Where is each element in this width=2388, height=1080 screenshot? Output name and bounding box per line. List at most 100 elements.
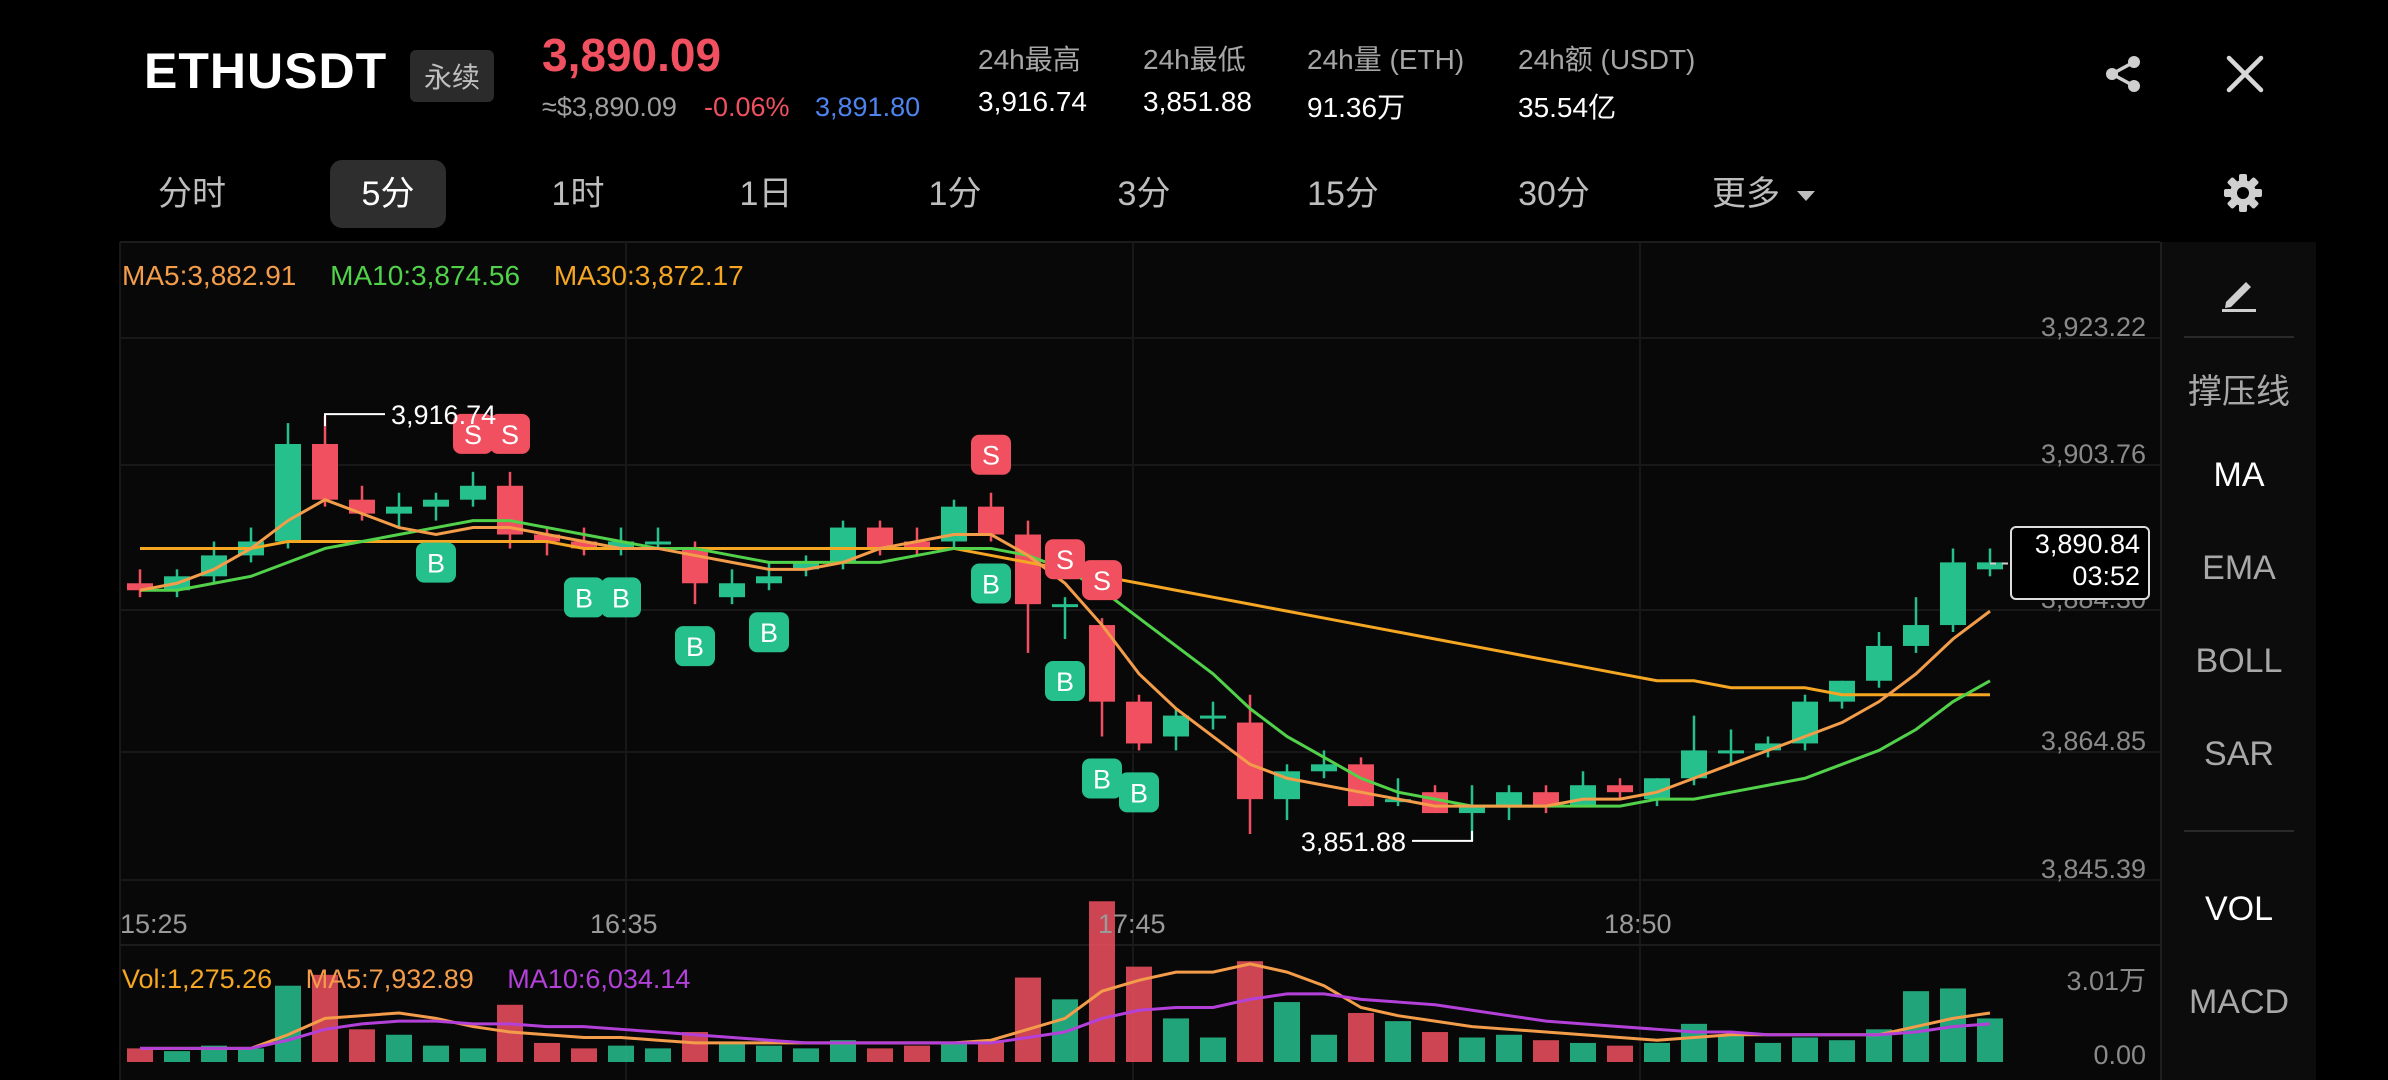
volume-bar [756, 1045, 782, 1062]
volume-bar [275, 985, 301, 1062]
tab-1h[interactable]: 1时 [551, 175, 605, 213]
tab-3min[interactable]: 3分 [1117, 175, 1171, 213]
volume-bar [1274, 1002, 1300, 1062]
divider [2184, 830, 2294, 832]
candle-body [275, 443, 301, 542]
candle-body [1866, 645, 1892, 681]
price-tick: 3,923.22 [2041, 312, 2146, 342]
side-item-ema[interactable]: EMA [2202, 549, 2276, 587]
volume-bar [1496, 1034, 1522, 1062]
volume-bar [460, 1048, 486, 1062]
buy-marker [749, 612, 789, 653]
indicator-side-panel: 撑压线 MA EMA BOLL SAR VOL MACD [2160, 242, 2316, 1080]
stat-label: 24h最低 [1143, 44, 1246, 75]
side-item-vol[interactable]: VOL [2204, 890, 2274, 928]
candle-countdown: 03:52 [2072, 561, 2140, 591]
tab-15min[interactable]: 15分 [1307, 175, 1379, 213]
volume-legend: Vol:1,275.26 MA5:7,932.89 MA10:6,034.14 [122, 964, 690, 995]
marker-label: B [982, 569, 1000, 599]
candle-body [756, 576, 782, 584]
volume-bar [682, 1032, 708, 1062]
volume-bar [1792, 1037, 1818, 1062]
vol-ma5-value: MA5:7,932.89 [305, 964, 474, 994]
volume-bar [830, 1040, 856, 1062]
volume-bar [1200, 1037, 1226, 1062]
marker-label: B [1056, 667, 1074, 697]
stat-value: 3,916.74 [978, 86, 1087, 117]
ma-legend: MA5:3,882.91 MA10:3,874.56 MA30:3,872.17 [122, 260, 744, 292]
candle-body [1422, 792, 1448, 814]
candle-body [719, 583, 745, 598]
candle-body [1163, 715, 1189, 737]
change-percent: -0.06% [704, 92, 790, 122]
pencil-icon[interactable] [2218, 272, 2260, 314]
side-item-macd[interactable]: MACD [2188, 983, 2290, 1021]
stat-24h-high: 24h最高 3,916.74 [978, 38, 1087, 118]
volume-bar [1348, 1012, 1374, 1062]
price-tick: 3,903.76 [2041, 439, 2146, 469]
volume-bar [1644, 1042, 1670, 1062]
candle-body [1459, 806, 1485, 814]
close-icon[interactable] [2221, 50, 2269, 98]
tab-1d[interactable]: 1日 [739, 175, 793, 213]
share-icon[interactable] [2103, 54, 2143, 94]
buy-marker [675, 626, 715, 667]
contract-type-badge: 永续 [410, 50, 495, 102]
tab-5min[interactable]: 5分 [330, 160, 446, 228]
volume-bar [867, 1048, 893, 1062]
chart-axes: 3,916.743,851.883,923.223,903.763,884.30… [120, 312, 2146, 1070]
candle-body [1496, 792, 1522, 807]
volume-bar [571, 1048, 597, 1062]
vol-ma10-line [140, 992, 1991, 1050]
candle-body [571, 541, 597, 549]
gear-icon[interactable] [2222, 172, 2264, 214]
candle-body [1533, 792, 1559, 807]
side-item-boll[interactable]: BOLL [2195, 642, 2283, 680]
volume-bar [1533, 1040, 1559, 1062]
side-item-support-resistance[interactable]: 撑压线 [2188, 373, 2290, 411]
side-item-ma[interactable]: MA [2213, 456, 2265, 494]
candle-body [1607, 785, 1633, 793]
divider [2184, 336, 2294, 338]
candle-body [793, 562, 819, 570]
stat-24h-low: 24h最低 3,851.88 [1143, 38, 1252, 118]
buy-marker [1119, 772, 1159, 813]
stat-value: 3,851.88 [1143, 86, 1252, 117]
stat-label: 24h最高 [978, 44, 1081, 75]
volume-bar [423, 1045, 449, 1062]
tab-30min[interactable]: 30分 [1518, 175, 1590, 213]
volume-bar [1422, 1032, 1448, 1062]
tab-timeshare[interactable]: 分时 [158, 175, 226, 213]
side-item-sar[interactable]: SAR [2204, 735, 2274, 773]
last-price: 3,890.09 [542, 29, 722, 81]
volume-bar [1311, 1034, 1337, 1062]
candle-body [1348, 764, 1374, 807]
marker-label: S [1056, 545, 1074, 575]
marker-label: B [1130, 778, 1148, 808]
symbol-title[interactable]: ETHUSDT [144, 43, 388, 99]
volume-bar [1570, 1042, 1596, 1062]
sell-marker [1082, 560, 1122, 601]
vol-ma10-value: MA10:6,034.14 [507, 964, 691, 994]
candle-body [608, 541, 634, 549]
candle-body [386, 506, 412, 514]
volume-bar [1607, 1045, 1633, 1062]
candle-body [460, 485, 486, 500]
volume-bar [386, 1034, 412, 1062]
caret-down-icon [1797, 191, 1816, 202]
tab-1min[interactable]: 1分 [928, 175, 982, 213]
ma5-value: MA5:3,882.91 [122, 260, 297, 291]
buy-marker [601, 577, 641, 618]
volume-bar [1459, 1037, 1485, 1062]
volume-bar [1237, 961, 1263, 1062]
volume-bar [1755, 1042, 1781, 1062]
candle-body [1237, 722, 1263, 800]
candle-body [1829, 680, 1855, 702]
ma5-line [139, 498, 1991, 808]
tab-more[interactable]: 更多 [1712, 160, 1842, 228]
volume-bars [127, 901, 2003, 1062]
candle-body [534, 534, 560, 542]
candle-body [645, 541, 671, 545]
